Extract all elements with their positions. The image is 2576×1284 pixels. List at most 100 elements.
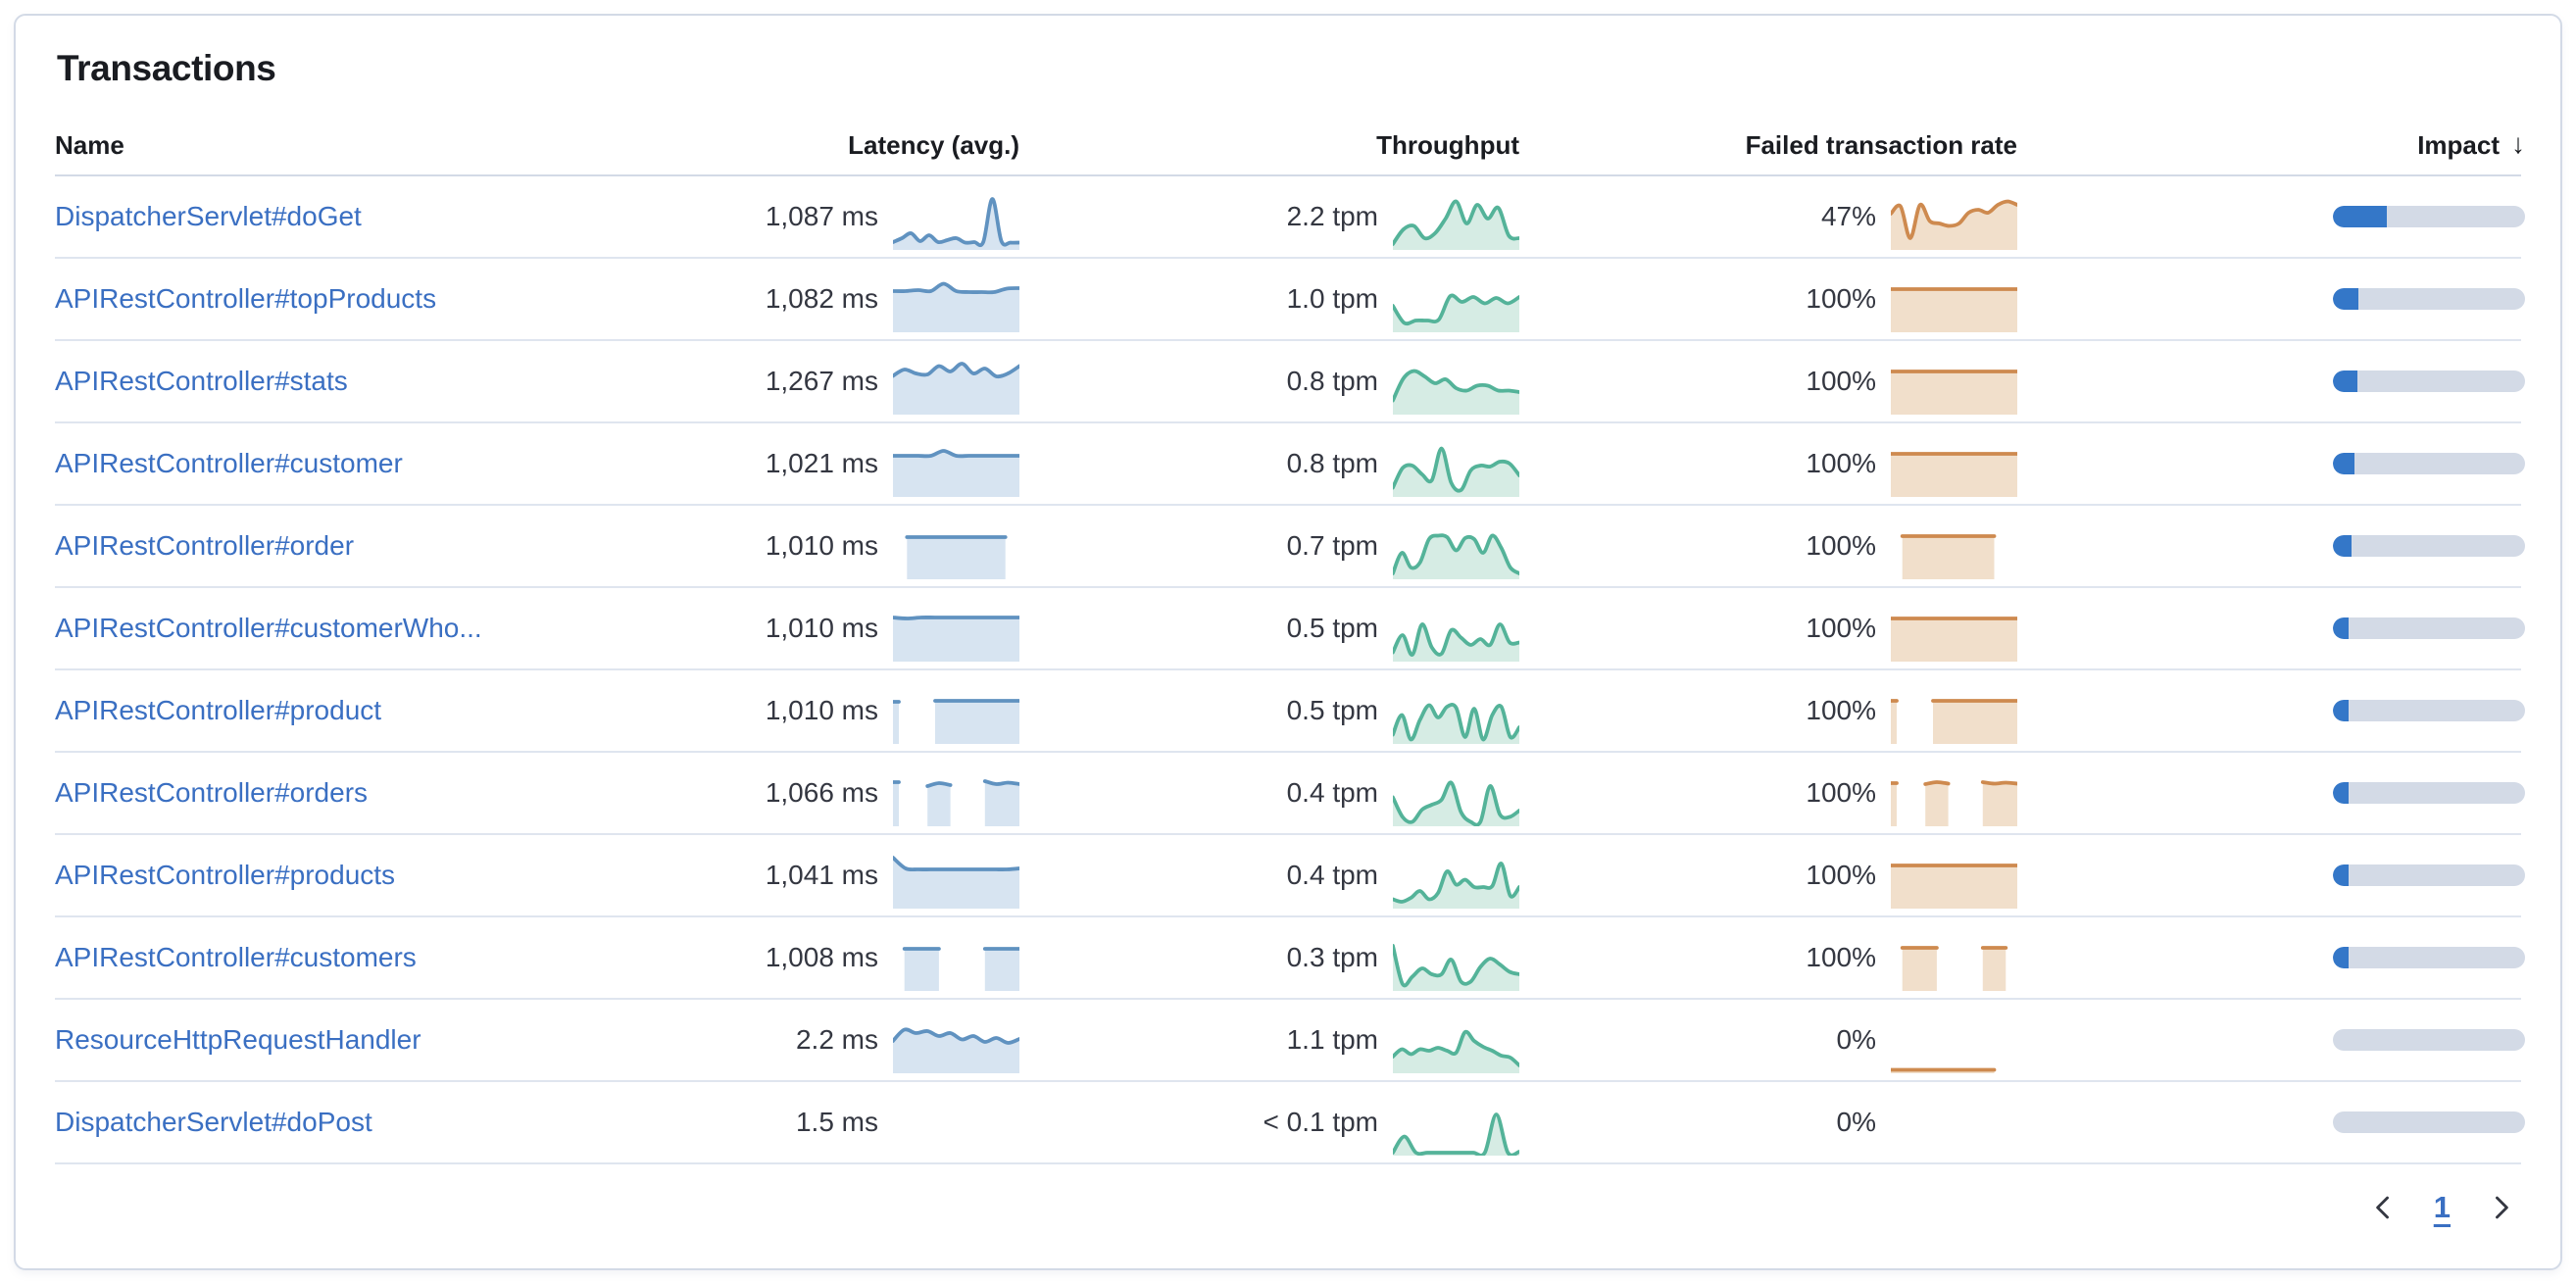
latency-value: 1,010 ms bbox=[765, 613, 878, 643]
table-body: DispatcherServlet#doGet 1,087 ms 2.2 tpm 47… bbox=[55, 176, 2525, 1164]
latency-sparkline bbox=[905, 535, 1008, 579]
column-header-failed-rate-label: Failed transaction rate bbox=[1745, 129, 2017, 160]
impact-cell bbox=[2017, 288, 2525, 310]
transaction-name-link[interactable]: DispatcherServlet#doGet bbox=[55, 201, 362, 231]
impact-cell bbox=[2017, 617, 2525, 639]
next-page-button[interactable] bbox=[2484, 1191, 2517, 1224]
column-header-name[interactable]: Name bbox=[55, 130, 608, 161]
failed-rate-cell: 0% bbox=[1519, 1095, 2017, 1150]
latency-sparkline bbox=[893, 197, 1019, 250]
transaction-name-cell: APIRestController#customer bbox=[55, 448, 608, 479]
previous-page-button[interactable] bbox=[2367, 1191, 2401, 1224]
panel-title: Transactions bbox=[57, 48, 276, 88]
chevron-left-icon bbox=[2375, 1196, 2389, 1219]
failed-rate-value: 100% bbox=[1806, 613, 1876, 643]
impact-bar-fill bbox=[2333, 288, 2358, 310]
throughput-cell: 0.3 tpm bbox=[1019, 930, 1519, 991]
table-row: APIRestController#topProducts 1,082 ms 1.0… bbox=[55, 259, 2525, 341]
table-row: APIRestController#stats 1,267 ms 0.8 tpm 10… bbox=[55, 341, 2525, 423]
impact-bar bbox=[2333, 288, 2525, 310]
failed-rate-cell: 100% bbox=[1519, 601, 2017, 662]
latency-sparkline bbox=[893, 362, 1019, 415]
latency-sparkline bbox=[893, 449, 1019, 497]
throughput-cell: 0.8 tpm bbox=[1019, 354, 1519, 415]
impact-cell bbox=[2017, 1029, 2525, 1051]
latency-cell: 2.2 ms bbox=[608, 1012, 1019, 1073]
failed-rate-value: 0% bbox=[1836, 1107, 1876, 1137]
transaction-name-link[interactable]: DispatcherServlet#doPost bbox=[55, 1107, 372, 1137]
failed-rate-cell: 0% bbox=[1519, 1012, 2017, 1073]
table-row: APIRestController#customers 1,008 ms 0.3 t… bbox=[55, 917, 2525, 1000]
transaction-name-cell: APIRestController#stats bbox=[55, 366, 608, 397]
latency-sparkline bbox=[893, 281, 1019, 332]
impact-bar-fill bbox=[2333, 535, 2352, 557]
transaction-name-link[interactable]: APIRestController#topProducts bbox=[55, 283, 437, 314]
column-header-latency-label: Latency (avg.) bbox=[848, 129, 1019, 160]
table-row: DispatcherServlet#doGet 1,087 ms 2.2 tpm 47… bbox=[55, 176, 2525, 259]
throughput-value: 0.4 tpm bbox=[1286, 777, 1378, 808]
failed-rate-cell: 100% bbox=[1519, 436, 2017, 497]
failed-rate-cell: 100% bbox=[1519, 683, 2017, 744]
transaction-name-cell: DispatcherServlet#doGet bbox=[55, 201, 608, 232]
column-header-impact[interactable]: Impact ↓ bbox=[2017, 128, 2525, 161]
impact-cell bbox=[2017, 370, 2525, 392]
column-header-failed-rate[interactable]: Failed transaction rate bbox=[1519, 130, 2017, 161]
latency-sparkline bbox=[893, 1101, 1019, 1156]
throughput-cell: 0.7 tpm bbox=[1019, 519, 1519, 579]
failed-rate-sparkline bbox=[1900, 946, 2008, 991]
throughput-value: 0.8 tpm bbox=[1286, 448, 1378, 478]
failed-rate-sparkline bbox=[1891, 370, 2017, 415]
page-1-button[interactable]: 1 bbox=[2433, 1190, 2451, 1224]
throughput-value: 0.8 tpm bbox=[1286, 366, 1378, 396]
impact-bar bbox=[2333, 1029, 2525, 1051]
transaction-name-cell: APIRestController#orders bbox=[55, 777, 608, 809]
throughput-cell: 1.1 tpm bbox=[1019, 1012, 1519, 1073]
latency-value: 1,008 ms bbox=[765, 942, 878, 972]
failed-rate-value: 47% bbox=[1820, 201, 1876, 231]
latency-cell: 1,041 ms bbox=[608, 848, 1019, 909]
transaction-name-link[interactable]: APIRestController#product bbox=[55, 695, 382, 725]
throughput-value: 0.4 tpm bbox=[1286, 860, 1378, 890]
latency-sparkline bbox=[893, 616, 1019, 662]
column-header-latency[interactable]: Latency (avg.) bbox=[608, 130, 1019, 161]
failed-rate-sparkline bbox=[1891, 1067, 1997, 1073]
transaction-name-link[interactable]: APIRestController#customer bbox=[55, 448, 403, 478]
failed-rate-value: 100% bbox=[1806, 777, 1876, 808]
failed-rate-value: 100% bbox=[1806, 366, 1876, 396]
transaction-name-link[interactable]: ResourceHttpRequestHandler bbox=[55, 1024, 421, 1055]
latency-cell: 1.5 ms bbox=[608, 1095, 1019, 1150]
column-header-throughput[interactable]: Throughput bbox=[1019, 130, 1519, 161]
throughput-sparkline bbox=[1393, 944, 1519, 991]
impact-bar bbox=[2333, 864, 2525, 886]
failed-rate-sparkline bbox=[1891, 699, 2017, 744]
transaction-name-link[interactable]: APIRestController#orders bbox=[55, 777, 369, 808]
throughput-value: 0.5 tpm bbox=[1286, 695, 1378, 725]
throughput-sparkline bbox=[1393, 369, 1519, 415]
throughput-value: 1.0 tpm bbox=[1286, 283, 1378, 314]
throughput-cell: 0.4 tpm bbox=[1019, 848, 1519, 909]
impact-bar bbox=[2333, 535, 2525, 557]
latency-cell: 1,010 ms bbox=[608, 601, 1019, 662]
transaction-name-cell: APIRestController#customers bbox=[55, 942, 608, 973]
transaction-name-cell: APIRestController#products bbox=[55, 860, 608, 891]
table-row: APIRestController#products 1,041 ms 0.4 tp… bbox=[55, 835, 2525, 917]
transaction-name-link[interactable]: APIRestController#order bbox=[55, 530, 355, 561]
throughput-sparkline bbox=[1393, 293, 1519, 332]
latency-value: 1,021 ms bbox=[765, 448, 878, 478]
throughput-sparkline bbox=[1393, 1029, 1519, 1073]
impact-cell bbox=[2017, 535, 2525, 557]
failed-rate-value: 100% bbox=[1806, 530, 1876, 561]
latency-cell: 1,008 ms bbox=[608, 930, 1019, 991]
impact-bar-fill bbox=[2333, 617, 2349, 639]
transaction-name-link[interactable]: APIRestController#products bbox=[55, 860, 396, 890]
failed-rate-value: 100% bbox=[1806, 448, 1876, 478]
transaction-name-link[interactable]: APIRestController#customerWho... bbox=[55, 613, 482, 643]
failed-rate-cell: 100% bbox=[1519, 354, 2017, 415]
transaction-name-cell: DispatcherServlet#doPost bbox=[55, 1107, 608, 1138]
impact-bar bbox=[2333, 700, 2525, 721]
failed-rate-sparkline bbox=[1891, 199, 2017, 250]
transaction-name-link[interactable]: APIRestController#customers bbox=[55, 942, 417, 972]
table-row: APIRestController#order 1,010 ms 0.7 tpm 10… bbox=[55, 506, 2525, 588]
transaction-name-link[interactable]: APIRestController#stats bbox=[55, 366, 348, 396]
transaction-name-cell: APIRestController#order bbox=[55, 530, 608, 562]
